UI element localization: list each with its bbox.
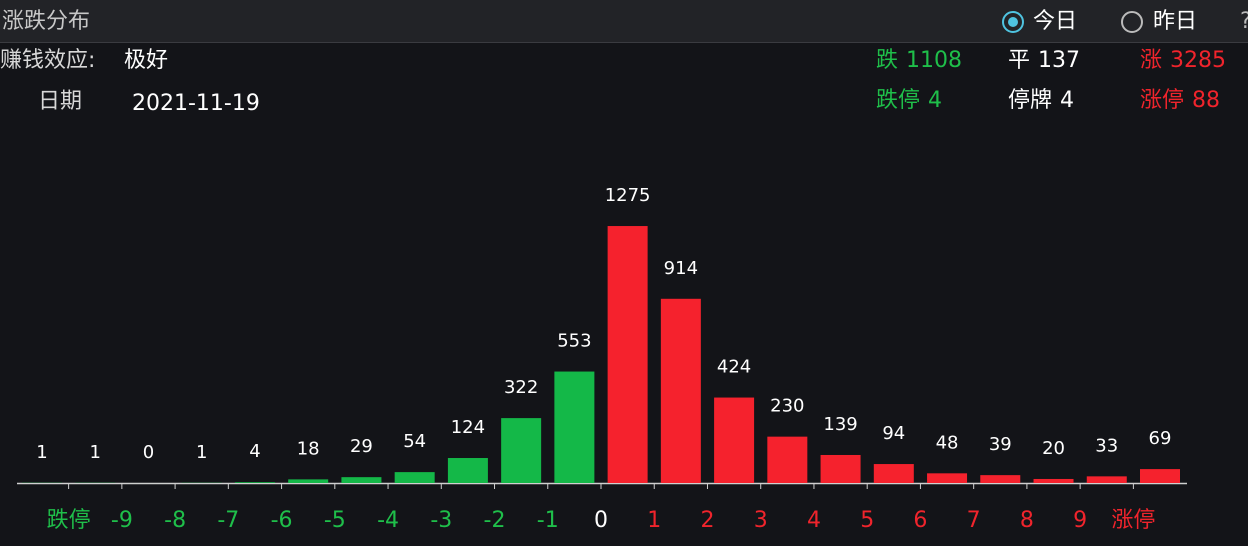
x-tick-label: 6 — [913, 508, 927, 533]
stat-value: 3285 — [1170, 48, 1226, 73]
stat-label: 停牌 — [1008, 88, 1052, 113]
stat-label: 涨 — [1140, 48, 1162, 73]
value-label: 230 — [770, 396, 804, 417]
value-label: 4 — [249, 441, 260, 462]
value-label: 29 — [350, 436, 373, 457]
x-tick-label: 9 — [1073, 508, 1087, 533]
title-bar — [0, 0, 1248, 42]
bar — [234, 482, 275, 483]
radio-yesterday[interactable] — [1121, 11, 1143, 33]
value-label: 20 — [1042, 438, 1065, 459]
value-label: 914 — [664, 258, 698, 279]
bar — [714, 397, 755, 483]
bar — [341, 477, 382, 483]
bar — [1033, 478, 1074, 483]
bar — [660, 298, 701, 483]
help[interactable]: ? — [1240, 9, 1248, 34]
value-label: 39 — [989, 434, 1012, 455]
stat-value: 1108 — [906, 48, 962, 73]
value-label: 18 — [297, 438, 320, 459]
bar — [394, 472, 435, 483]
value-label: 0 — [143, 442, 154, 463]
x-tick-label: -2 — [484, 508, 506, 533]
radio-dot — [1008, 17, 1018, 27]
x-tick-label: 7 — [967, 508, 981, 533]
stat-label: 跌 — [876, 48, 898, 73]
bar — [1140, 469, 1180, 483]
bar — [820, 454, 861, 483]
value-label: 322 — [504, 377, 538, 398]
value-label: 124 — [451, 417, 485, 438]
effect-value: 极好 — [124, 48, 168, 73]
bar — [501, 418, 542, 483]
bar — [767, 436, 808, 483]
bar — [1086, 476, 1127, 483]
stat-label: 平 — [1008, 48, 1030, 73]
x-tick-label: -1 — [537, 508, 559, 533]
x-tick-label: 5 — [860, 508, 874, 533]
bar — [288, 479, 329, 483]
stat-value: 137 — [1038, 48, 1080, 73]
x-tick-label: -3 — [430, 508, 452, 533]
x-tick-label: 0 — [594, 508, 608, 533]
value-label: 1275 — [605, 185, 651, 206]
x-tick-label: 4 — [807, 508, 821, 533]
stat-label: 跌停 — [876, 88, 920, 113]
x-tick-label: -5 — [324, 508, 346, 533]
value-label: 553 — [557, 331, 591, 352]
date-value: 2021-11-19 — [132, 91, 260, 116]
bar — [447, 458, 488, 483]
value-label: 94 — [882, 423, 905, 444]
x-tick-label: 2 — [700, 508, 714, 533]
value-label: 1 — [36, 442, 47, 463]
stat-value: 88 — [1192, 88, 1220, 113]
x-tick-label: -9 — [111, 508, 133, 533]
value-label: 1 — [196, 442, 207, 463]
x-tick-label: 涨停 — [1111, 508, 1155, 533]
effect-label: 赚钱效应: — [0, 48, 95, 73]
bar — [980, 475, 1021, 483]
stat-value: 4 — [1060, 88, 1074, 113]
value-label: 139 — [823, 414, 857, 435]
x-tick-label: 跌停 — [47, 508, 91, 533]
date-label: 日期 — [38, 89, 82, 114]
x-tick-label: -6 — [271, 508, 293, 533]
stat-value: 4 — [928, 88, 942, 113]
bar — [554, 371, 595, 483]
x-tick-label: -7 — [217, 508, 239, 533]
x-tick-label: 8 — [1020, 508, 1034, 533]
value-label: 48 — [936, 432, 959, 453]
option-yesterday[interactable]: 昨日 — [1153, 9, 1197, 34]
value-label: 69 — [1149, 428, 1172, 449]
bar — [873, 464, 914, 483]
value-label: 424 — [717, 357, 751, 378]
bar — [607, 226, 648, 484]
bar — [927, 473, 968, 483]
x-tick-label: 3 — [754, 508, 768, 533]
x-tick-label: -4 — [377, 508, 399, 533]
x-tick-label: 1 — [647, 508, 661, 533]
value-label: 33 — [1095, 435, 1118, 456]
option-today[interactable]: 今日 — [1033, 9, 1077, 34]
value-label: 54 — [403, 431, 426, 452]
radio-today[interactable] — [1002, 11, 1024, 33]
x-tick-label: -8 — [164, 508, 186, 533]
stat-label: 涨停 — [1140, 88, 1184, 113]
value-label: 1 — [90, 442, 101, 463]
title: 涨跌分布 — [2, 9, 90, 34]
